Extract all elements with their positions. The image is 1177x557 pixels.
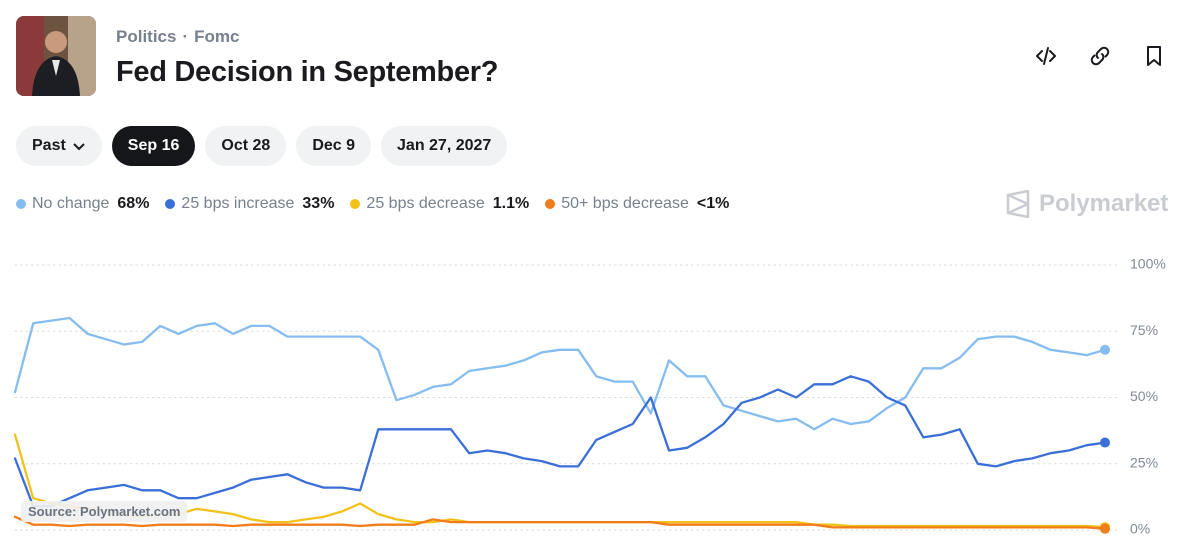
y-tick-label: 25% [1130,454,1158,470]
source-note: Source: Polymarket.com [21,501,188,522]
date-tab[interactable]: Jan 27, 2027 [381,126,508,166]
y-tick-label: 100% [1130,256,1166,272]
legend-item[interactable]: No change 68% [16,195,149,213]
y-tick-label: 75% [1130,322,1158,338]
series-line [13,316,1107,431]
tab-label: Sep 16 [127,137,180,154]
chart: 0% 25% 50% 75% 100% [13,256,1166,537]
legend-dot [545,199,556,209]
date-tabs: Past Sep 16 Oct 28 Dec 9 Jan 27, 2027 [16,126,508,166]
legend-dot [350,199,361,209]
market-title: Fed Decision in September? [116,56,499,88]
legend-name: 25 bps increase [181,195,295,212]
series-line [13,375,1107,508]
breadcrumbs: Politics · Fomc [116,27,240,46]
tab-label: Jan 27, 2027 [397,137,492,154]
end-dot [1100,344,1110,355]
legend-dot [165,199,176,209]
embed-button[interactable] [1034,44,1058,68]
legend-value: <1% [696,195,730,212]
end-dot [1100,523,1110,534]
date-tab[interactable]: Past [16,126,102,166]
end-dot [1100,437,1110,448]
legend-name: No change [32,195,110,212]
legend-item[interactable]: 25 bps increase 33% [165,195,334,213]
breadcrumb[interactable]: Fomc [194,27,240,46]
tab-label: Past [32,137,66,154]
breadcrumb[interactable]: Politics [116,27,177,46]
date-tab[interactable]: Sep 16 [111,126,196,166]
tab-label: Dec 9 [312,137,356,154]
legend-item[interactable]: 25 bps decrease 1.1% [350,195,529,213]
link-button[interactable] [1088,44,1112,68]
legend-value: 68% [117,195,150,212]
watermark: Polymarket [1005,190,1168,218]
date-tab[interactable]: Dec 9 [296,126,372,166]
date-tab[interactable]: Oct 28 [205,126,287,166]
y-tick-label: 50% [1130,388,1158,404]
legend-name: 50+ bps decrease [561,195,689,212]
legend-value: 1.1% [492,195,530,212]
y-tick-label: 0% [1130,521,1150,537]
legend-value: 33% [302,195,335,212]
series-line [13,515,1107,530]
bookmark-button[interactable] [1142,44,1166,68]
actions [1034,44,1166,68]
legend: No change 68% 25 bps increase 33% 25 bps dec… [16,195,729,213]
legend-dot [16,199,26,209]
legend-item[interactable]: 50+ bps decrease <1% [545,195,729,213]
tab-label: Oct 28 [221,137,271,154]
legend-name: 25 bps decrease [366,195,485,212]
chevron [73,143,85,151]
market-image [16,16,96,96]
